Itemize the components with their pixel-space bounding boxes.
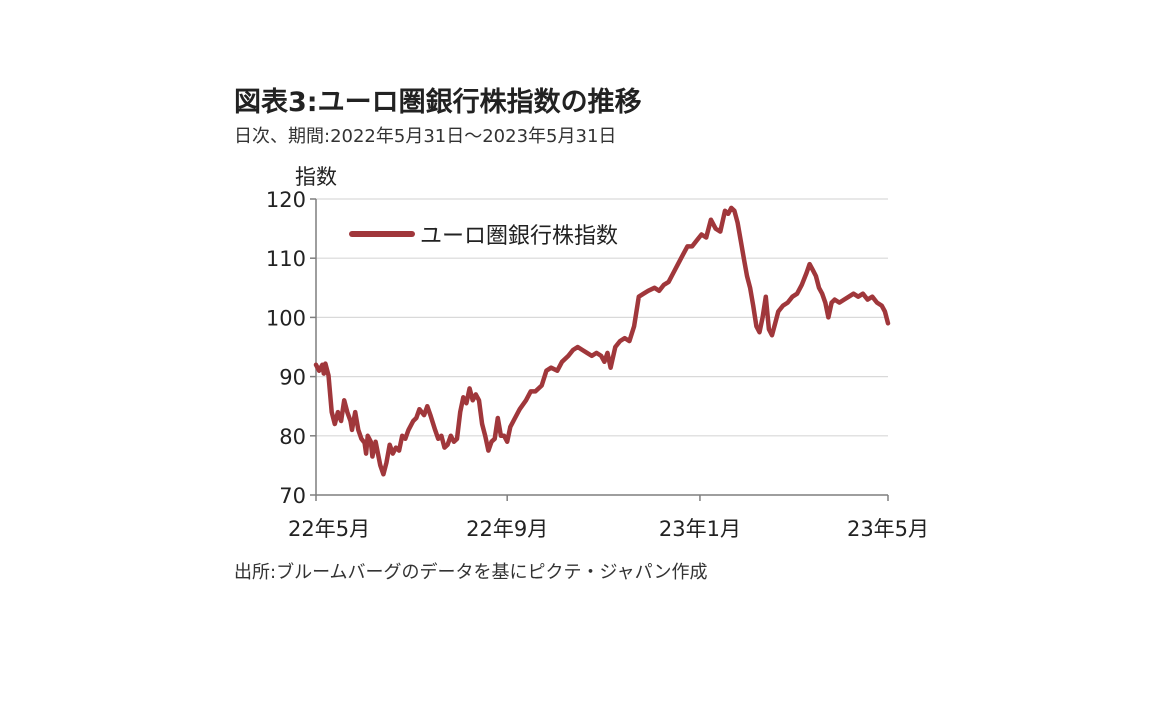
series-layer [313,205,891,477]
x-tick-label: 23年5月 [847,517,929,541]
y-tick-label: 120 [266,188,306,212]
y-tick-label: 110 [266,247,306,271]
y-tick-label: 90 [279,366,306,390]
grid-layer [316,198,888,437]
legend-label: ユーロ圏銀行株指数 [420,224,618,249]
x-tick-label: 22年9月 [466,517,548,541]
x-tick-label: 22年5月 [288,517,370,541]
source-note: 出所:ブルームバーグのデータを基にピクテ・ジャパン作成 [234,562,708,583]
chart-title: 図表3:ユーロ圏銀行株指数の推移 [234,87,642,118]
axis-layer: 70 80 90 100 110 120 22年5月 22年9月 23年1月 23年5月 [266,188,929,541]
y-tick-label: 70 [279,484,306,508]
series-line [313,205,891,477]
y-axis-label: 指数 [295,165,337,189]
legend: ユーロ圏銀行株指数 [349,224,618,249]
y-tick-label: 100 [266,306,306,330]
chart-subtitle: 日次、期間:2022年5月31日～2023年5月31日 [234,126,617,147]
x-tick-label: 23年1月 [659,517,741,541]
y-tick-label: 80 [279,425,306,449]
